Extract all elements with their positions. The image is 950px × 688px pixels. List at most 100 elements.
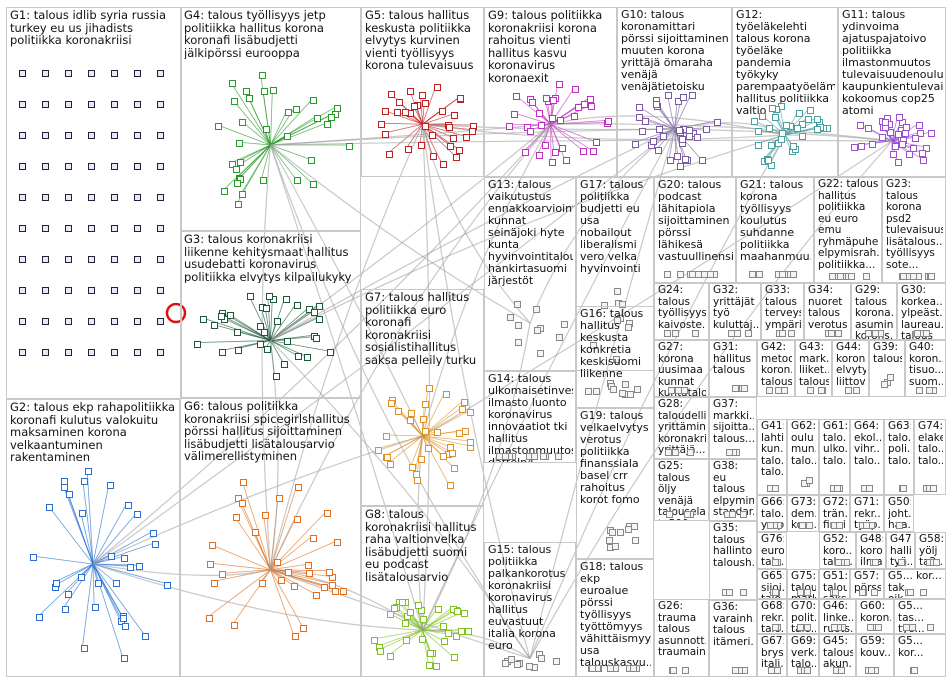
edge	[82, 479, 94, 565]
edge	[384, 123, 423, 134]
group-label: G8: talous koronakriisi hallitus raha va…	[365, 508, 477, 583]
node	[406, 416, 414, 424]
node	[463, 134, 471, 142]
node	[868, 667, 875, 674]
node	[537, 654, 545, 662]
node	[772, 113, 779, 121]
group-label: G15: talous politiikka palkankorotus kor…	[488, 544, 566, 652]
group-label: G61: talo... ulko... talo...	[823, 421, 847, 467]
node	[157, 225, 164, 232]
node	[328, 581, 336, 589]
node	[668, 387, 675, 394]
node	[681, 155, 689, 163]
node	[667, 157, 675, 165]
group-g5y: G5... tas... työ... tal...	[894, 599, 946, 634]
group-g11: G11: talous ydinvoima ajatuspajatoivo po…	[838, 7, 946, 177]
node	[587, 103, 595, 111]
group-label: G25: talous öljy venäjä talousela... te5…	[658, 461, 706, 520]
group-label: G60: koron...	[860, 601, 891, 624]
node	[433, 83, 441, 91]
node	[234, 494, 242, 502]
node	[456, 147, 464, 155]
node	[604, 118, 612, 126]
node	[134, 256, 141, 263]
node	[419, 635, 427, 643]
group-g4: G4: talous työllisyys jetp politiikka ha…	[180, 7, 361, 231]
edge	[270, 569, 331, 585]
group-g71: G71: rekr... työp...	[850, 495, 884, 532]
inter-group-edge	[270, 144, 531, 324]
group-g29: G29: talous korona... asumin... korons..…	[851, 283, 897, 340]
inter-group-edge	[529, 128, 675, 324]
node	[447, 142, 454, 150]
node	[402, 108, 410, 116]
edge	[92, 563, 145, 635]
node	[142, 632, 150, 640]
node	[831, 624, 839, 631]
group-label: G39: talous	[873, 342, 902, 365]
node	[270, 296, 278, 304]
edge	[422, 109, 442, 125]
node	[309, 534, 317, 542]
node	[433, 429, 441, 437]
node	[685, 126, 693, 134]
node	[674, 387, 682, 394]
group-g34: G34: nuoret talous verotus	[804, 283, 851, 340]
group-g65: G65: sijoi... talo...	[757, 569, 787, 599]
node	[394, 109, 402, 117]
edge	[92, 503, 128, 565]
edge	[270, 340, 284, 363]
node	[294, 353, 302, 361]
group-label: G4: talous työllisyys jetp politiikka ha…	[184, 9, 326, 59]
node	[630, 665, 637, 672]
edge	[422, 435, 454, 468]
inter-group-edge	[529, 128, 676, 659]
inter-group-edge	[269, 144, 531, 659]
group-label: G16: talous hallitus keskusta konkretia …	[580, 308, 644, 380]
group-g46: G46: linke... ruots...	[819, 599, 856, 634]
edge	[270, 122, 327, 146]
node	[136, 563, 144, 571]
edge	[92, 563, 95, 606]
group-label: G11: talous ydinvoima ajatuspajatoivo po…	[842, 9, 943, 117]
edge	[414, 435, 423, 474]
node	[457, 95, 465, 103]
node	[878, 134, 886, 142]
node	[698, 156, 706, 164]
node	[789, 142, 797, 150]
edge	[270, 144, 297, 180]
node	[917, 130, 925, 138]
edge	[92, 563, 115, 582]
node	[768, 667, 776, 674]
node	[150, 529, 158, 537]
node	[748, 271, 756, 278]
node	[765, 124, 773, 132]
node	[755, 141, 763, 149]
node	[805, 522, 813, 529]
node	[293, 176, 301, 184]
node	[562, 157, 570, 164]
node	[455, 429, 463, 437]
node	[580, 101, 588, 109]
group-label: G17: talous politiikka budjetti eu usa n…	[580, 179, 644, 275]
group-g10: G10: talous koronamittari pörssi sijoitt…	[617, 7, 732, 177]
node	[550, 96, 557, 104]
node	[928, 130, 936, 138]
node	[624, 324, 632, 332]
node	[688, 271, 696, 278]
node	[613, 288, 621, 295]
node	[134, 70, 141, 77]
group-g14: G14: talous ulkomaisetinves... ilmasto l…	[484, 371, 576, 463]
node	[766, 522, 774, 529]
node	[111, 287, 118, 294]
node	[206, 561, 214, 568]
group-g25: G25: talous öljy venäjä talousela... te5…	[654, 459, 709, 521]
group-label: G6: talous politiikka koronakriisi spice…	[184, 400, 350, 463]
node	[530, 453, 538, 460]
node	[230, 97, 238, 105]
node	[729, 511, 737, 518]
node	[902, 130, 910, 138]
group-label: G14: talous ulkomaisetinves... ilmasto l…	[488, 373, 573, 462]
edge	[92, 542, 155, 565]
node	[790, 271, 798, 278]
